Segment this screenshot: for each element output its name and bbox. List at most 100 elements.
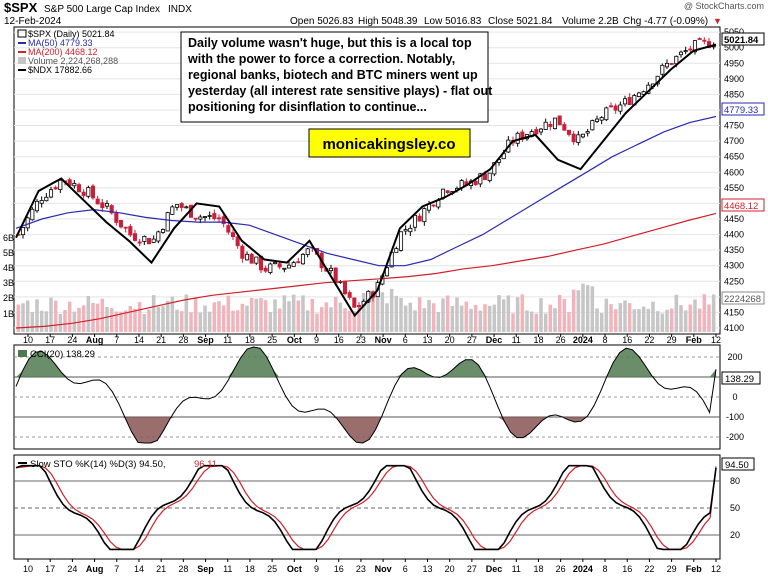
sto-tag: 94.50 xyxy=(725,460,749,471)
candle-body xyxy=(669,63,674,65)
candle-body xyxy=(58,179,63,191)
x-tick-label: 21 xyxy=(156,564,166,574)
candle-body xyxy=(230,232,236,238)
volume-bar xyxy=(109,308,114,332)
x-tick-label: Aug xyxy=(86,564,104,574)
candle-body xyxy=(34,200,40,212)
volume-bar xyxy=(63,309,67,332)
x-tick-label: 7 xyxy=(114,335,119,345)
candle-body xyxy=(48,189,54,198)
volume-bar xyxy=(445,295,450,332)
volume-bar xyxy=(403,305,408,332)
volume-bar xyxy=(301,295,305,332)
x-tick-label: Dec xyxy=(486,335,503,345)
volume-bar xyxy=(422,308,427,332)
candle-body xyxy=(226,225,231,233)
volume-bar xyxy=(165,300,170,332)
volume-bar xyxy=(515,297,520,332)
candle-body xyxy=(123,226,128,229)
volume-bar xyxy=(413,310,417,332)
candle-body xyxy=(300,254,306,265)
volume-bar xyxy=(585,285,590,332)
x-tick-label: 23 xyxy=(356,335,366,345)
sto-tag-box xyxy=(721,457,755,471)
candle-body xyxy=(132,233,138,241)
candle-body xyxy=(394,248,399,253)
x-tick-label: 20 xyxy=(445,564,455,574)
volume-bar xyxy=(623,300,627,332)
x-tick-label: 2024 xyxy=(573,564,593,574)
volume-bar xyxy=(380,292,385,332)
candle-body xyxy=(193,217,198,220)
volume-bar xyxy=(44,311,49,332)
volume-bar xyxy=(450,305,455,332)
volume-bar xyxy=(455,297,459,332)
legend-ma50: MA(50) 4779.33 xyxy=(28,38,93,48)
volume-bar xyxy=(618,303,623,332)
volume-bar xyxy=(711,294,716,332)
price-tick-label: 4900 xyxy=(724,74,744,84)
x-tick-label: 11 xyxy=(512,335,521,345)
volume-bar xyxy=(683,310,688,332)
volume-bar xyxy=(366,291,371,332)
candle-body xyxy=(305,248,310,255)
volume-bar xyxy=(581,283,585,332)
price-axis: 5050500049504900485048004750470046504600… xyxy=(724,27,744,333)
x-tick-label: 6 xyxy=(403,564,408,574)
candle-body xyxy=(20,227,26,236)
quote-open: Open 5026.83 xyxy=(290,16,354,27)
x-tick-label: 12 xyxy=(711,335,721,345)
candle-body xyxy=(81,191,86,196)
volume-bar xyxy=(30,312,35,332)
sto-k-line xyxy=(15,464,717,551)
volume-bar xyxy=(231,310,235,332)
volume-bar xyxy=(137,302,142,332)
volume-bar xyxy=(179,311,184,332)
candle-body xyxy=(692,40,698,53)
candle-body xyxy=(636,92,642,97)
candle-body xyxy=(660,64,665,75)
x-tick-label: Feb xyxy=(686,335,703,345)
candle-body xyxy=(534,129,539,135)
candle-body xyxy=(403,229,408,232)
price-tick-label: 4700 xyxy=(724,136,744,146)
x-tick-label: 13 xyxy=(422,564,432,574)
candle-body xyxy=(137,241,142,244)
volume-bar xyxy=(669,308,674,332)
candle-body xyxy=(688,48,693,51)
candle-body xyxy=(398,231,404,251)
candle-body xyxy=(683,50,688,53)
cci-tick-label: -200 xyxy=(726,432,744,442)
volume-bar xyxy=(697,308,702,332)
candle-body xyxy=(296,261,301,264)
annotation-line-2: with the power to force a correction. No… xyxy=(187,52,455,66)
volume-bar xyxy=(249,297,254,332)
price-tick-label: 4250 xyxy=(724,276,744,286)
volume-bar xyxy=(431,303,436,332)
volume-bar xyxy=(665,309,669,332)
candle-body xyxy=(552,117,558,130)
candle-body xyxy=(408,227,413,233)
x-tick-label: 18 xyxy=(533,335,543,345)
candle-body xyxy=(613,105,618,111)
volume-axis: 6B 5B 4B 3B 2B 1B xyxy=(3,233,14,319)
volume-bar xyxy=(525,310,529,332)
volume-bar xyxy=(161,305,165,332)
volume-bar xyxy=(492,304,497,332)
volume-bar xyxy=(459,305,464,332)
candle-body xyxy=(482,173,488,181)
price-tick-label: 4450 xyxy=(724,214,744,224)
candle-body xyxy=(207,215,212,217)
candle-body xyxy=(412,214,418,228)
volume-bar xyxy=(389,288,394,332)
annotation-line-1: Daily volume wasn't huge, but this is a … xyxy=(188,36,472,50)
cci-tag-box xyxy=(721,371,761,385)
volume-tick-label: 3B xyxy=(3,278,14,288)
x-tick-label: 13 xyxy=(422,335,432,345)
volume-bar xyxy=(189,312,193,332)
volume-bar xyxy=(347,310,352,332)
x-tick-label: 20 xyxy=(445,335,455,345)
volume-bar xyxy=(123,310,128,332)
candle-body xyxy=(664,62,670,68)
x-tick-label: 9 xyxy=(314,335,319,345)
